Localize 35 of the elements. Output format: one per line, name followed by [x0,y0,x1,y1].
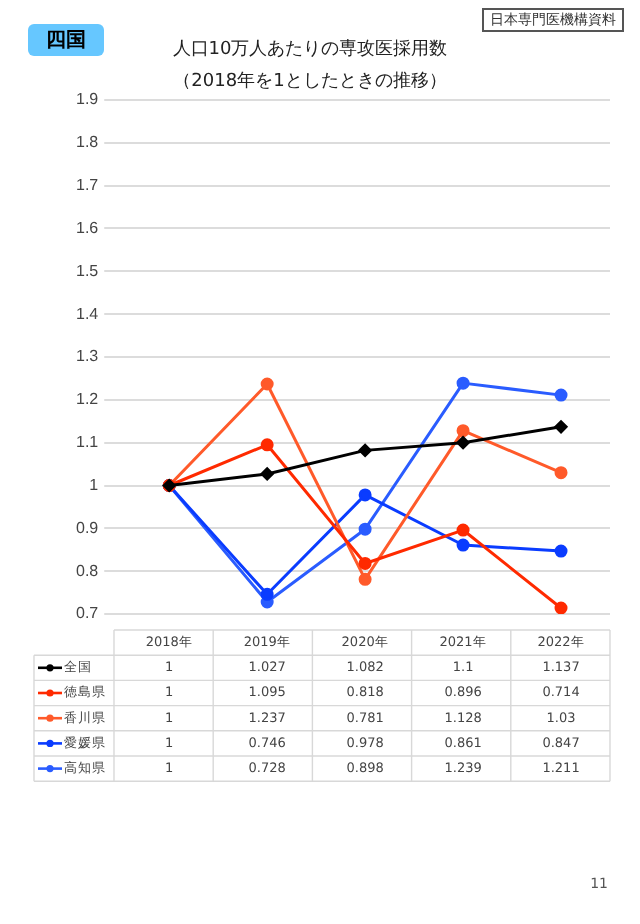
y-tick-label: 1.8 [75,133,100,152]
chart-subtitle: （2018年を1としたときの推移） [171,69,449,96]
y-tick-label: 1.4 [75,304,100,323]
point [260,587,274,601]
point [358,522,372,536]
point [456,376,470,390]
point [554,601,568,614]
y-tick-label: 1 [89,475,100,494]
point [554,544,568,558]
text: 四国 [28,24,104,56]
chart-title: 人口10万人あたりの専攻医採用数 [170,37,450,64]
y-tick-label: 0.7 [75,604,100,623]
y-tick-label: 1.9 [75,90,100,109]
point [456,523,470,537]
point [456,424,470,438]
point [456,538,470,552]
point [554,388,568,402]
point [358,572,372,586]
point [554,466,568,480]
point [358,556,372,570]
point [554,420,568,434]
point [456,436,470,450]
y-tick-label: 1.5 [75,261,100,280]
y-tick-label: 1.3 [75,347,100,366]
point [358,443,372,457]
y-tick-label: 0.9 [75,518,100,537]
y-tick-label: 1.1 [75,433,100,452]
y-tick-label: 0.8 [75,561,100,580]
point [260,438,274,452]
point [260,377,274,391]
point [358,488,372,502]
y-tick-label: 1.7 [75,176,100,195]
point [260,467,274,481]
y-tick-label: 1.6 [75,218,100,237]
y-tick-label: 1.2 [75,390,100,409]
